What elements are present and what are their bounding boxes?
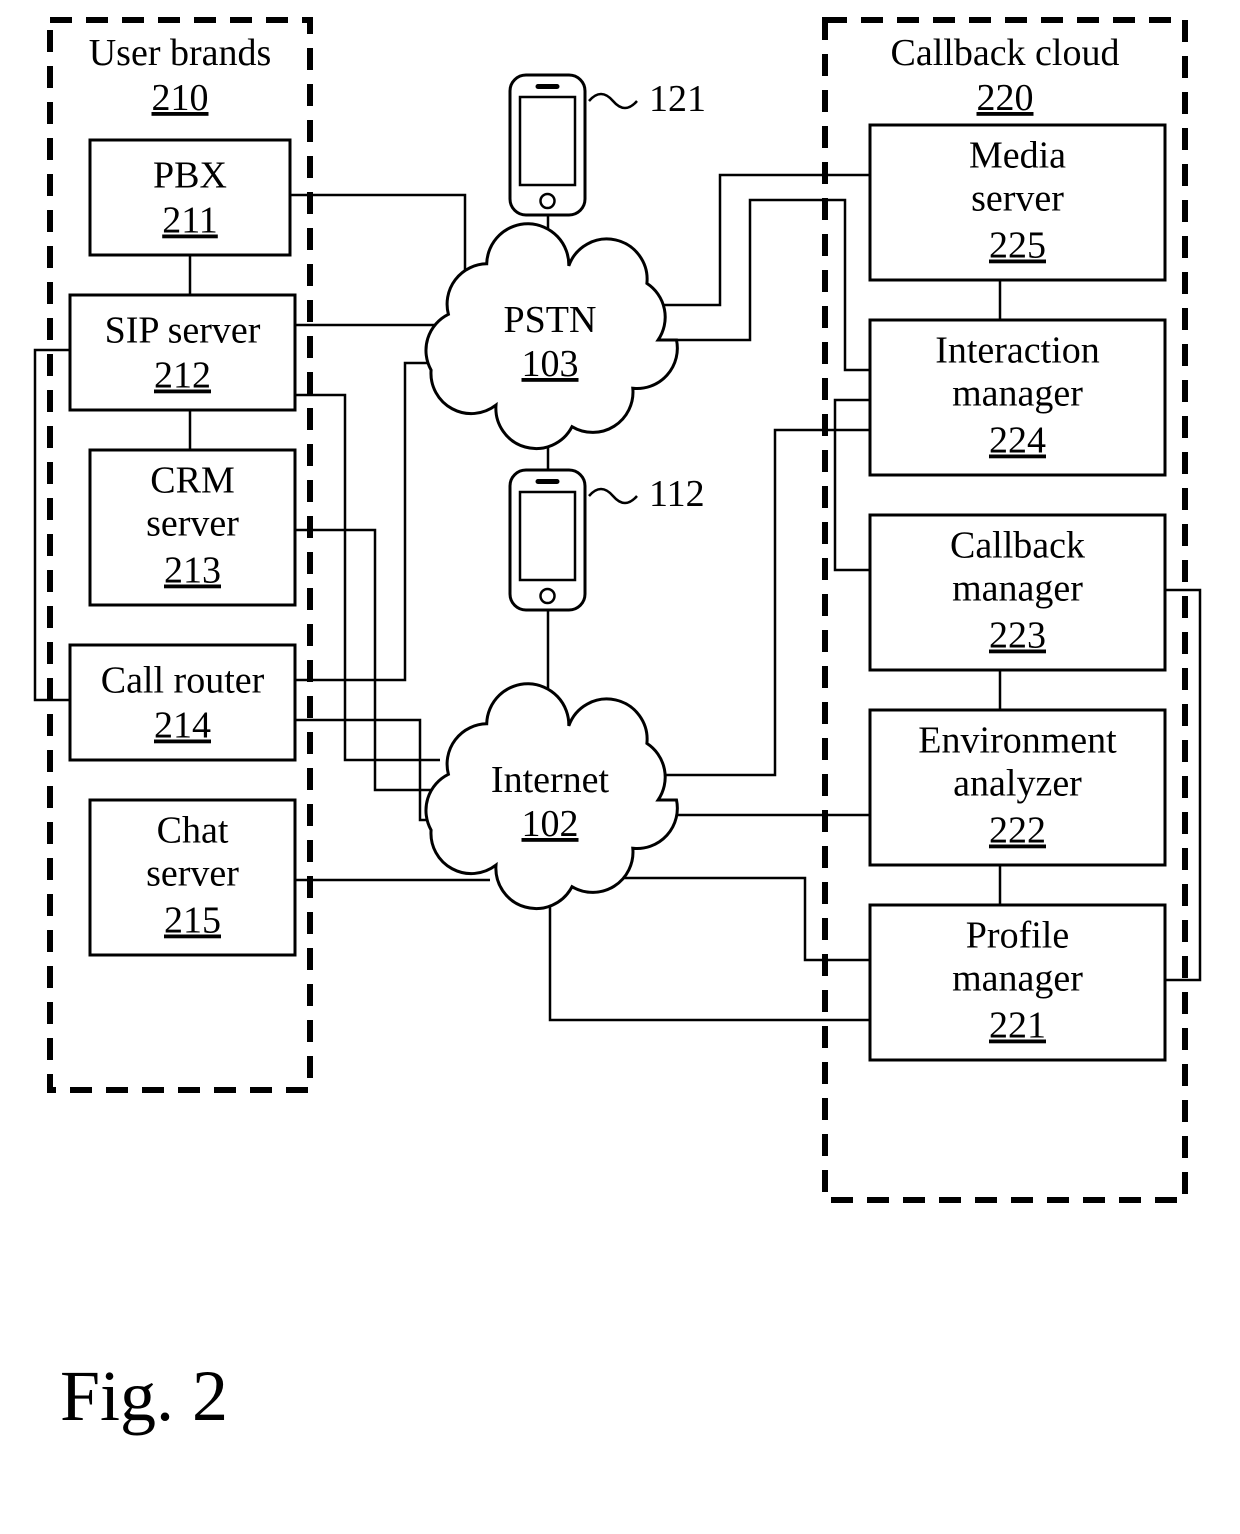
svg-text:103: 103 <box>522 343 579 385</box>
svg-text:Interaction: Interaction <box>935 330 1100 372</box>
box-sip: SIP server212 <box>70 295 295 410</box>
box-media: Mediaserver 225 <box>870 125 1165 280</box>
svg-text:Chat: Chat <box>157 810 229 852</box>
svg-text:server: server <box>971 178 1064 220</box>
svg-text:121: 121 <box>649 78 706 120</box>
svg-text:211: 211 <box>162 200 218 242</box>
svg-text:Callback cloud: Callback cloud <box>891 32 1120 74</box>
svg-text:213: 213 <box>164 550 221 592</box>
svg-text:Internet: Internet <box>491 759 610 801</box>
svg-text:102: 102 <box>522 803 579 845</box>
box-env: Environmentanalyzer 222 <box>870 710 1165 865</box>
svg-text:215: 215 <box>164 900 221 942</box>
svg-text:manager: manager <box>952 568 1083 610</box>
svg-text:222: 222 <box>989 810 1046 852</box>
svg-text:manager: manager <box>952 373 1083 415</box>
box-pbx: PBX211 <box>90 140 290 255</box>
svg-text:server: server <box>146 853 239 895</box>
box-chat: Chatserver 215 <box>90 800 295 955</box>
svg-text:Call router: Call router <box>101 660 265 702</box>
box-profile: Profilemanager 221 <box>870 905 1165 1060</box>
svg-text:PBX: PBX <box>153 155 227 197</box>
svg-text:223: 223 <box>989 615 1046 657</box>
svg-text:CRM: CRM <box>150 460 234 502</box>
svg-text:Fig. 2: Fig. 2 <box>60 1356 228 1436</box>
svg-text:220: 220 <box>977 77 1034 119</box>
box-imgr: Interactionmanager 224 <box>870 320 1165 475</box>
svg-text:221: 221 <box>989 1005 1046 1047</box>
svg-text:server: server <box>146 503 239 545</box>
svg-text:SIP server: SIP server <box>105 310 261 352</box>
svg-text:225: 225 <box>989 225 1046 267</box>
svg-text:210: 210 <box>152 77 209 119</box>
box-crm: CRMserver 213 <box>90 450 295 605</box>
svg-text:Environment: Environment <box>918 720 1117 762</box>
svg-text:User brands: User brands <box>89 32 272 74</box>
svg-text:214: 214 <box>154 705 211 747</box>
svg-text:224: 224 <box>989 420 1046 462</box>
box-callrouter: Call router214 <box>70 645 295 760</box>
svg-text:Callback: Callback <box>950 525 1085 567</box>
svg-text:212: 212 <box>154 355 211 397</box>
svg-text:PSTN: PSTN <box>504 299 597 341</box>
svg-text:Profile: Profile <box>966 915 1069 957</box>
svg-text:analyzer: analyzer <box>953 763 1082 805</box>
svg-text:Media: Media <box>969 135 1066 177</box>
svg-text:112: 112 <box>649 473 705 515</box>
box-cbmgr: Callbackmanager 223 <box>870 515 1165 670</box>
svg-text:manager: manager <box>952 958 1083 1000</box>
